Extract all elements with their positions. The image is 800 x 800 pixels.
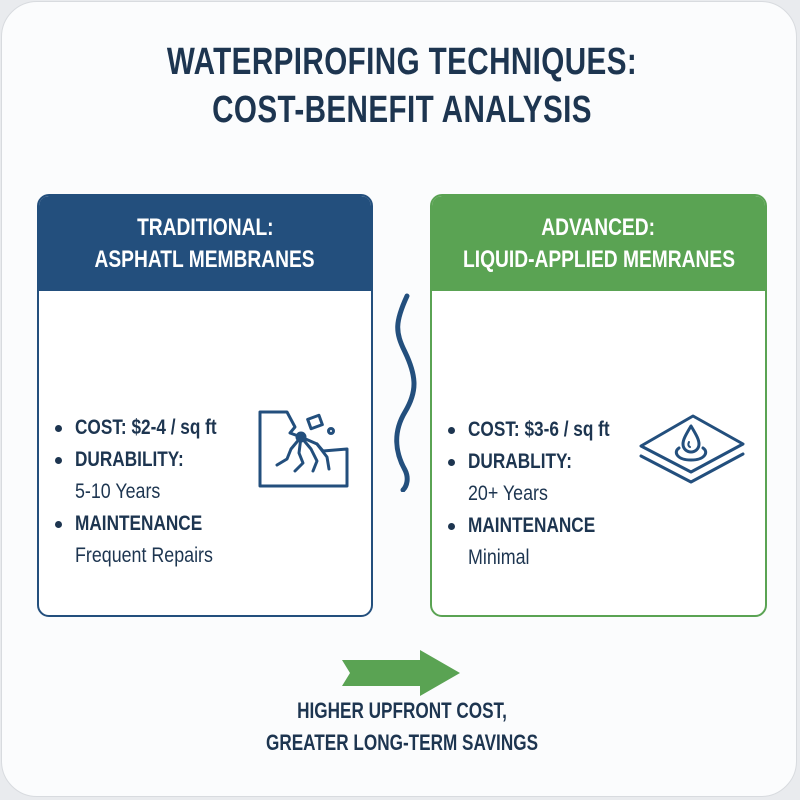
durability-value: 5-10 Years xyxy=(75,480,161,503)
list-item: MAINTENANCE Frequent Repairs xyxy=(53,508,248,572)
maintenance-label: MAINTENANCE xyxy=(75,512,203,535)
bullet-icon xyxy=(448,459,455,466)
durability-value: 20+ Years xyxy=(468,482,548,505)
bullet-icon xyxy=(55,425,62,432)
bullet-icon xyxy=(448,523,455,530)
footer-line-2: GREATER LONG-TERM SAVINGS xyxy=(265,730,539,755)
title-line-2: COST-BENEFIT ANALYSIS xyxy=(212,89,592,131)
advanced-header-line-1: ADVANCED: xyxy=(541,213,656,241)
advanced-header-line-2: LIQUID-APPLIED MEMRANES xyxy=(462,245,735,273)
list-item: DURABILITY: 5-10 Years xyxy=(53,444,248,508)
bullet-icon xyxy=(448,427,455,434)
traditional-card: TRADITIONAL: ASPHATL MEMBRANES COST: $2-… xyxy=(37,194,373,617)
cracked-wall-icon xyxy=(257,409,349,494)
advanced-attribute-list: COST: $3-6 / sq ft DURABLITY: 20+ Years … xyxy=(446,414,641,574)
list-item: COST: $2-4 / sq ft xyxy=(53,412,248,444)
list-item: DURABLITY: 20+ Years xyxy=(446,446,641,510)
title-line-1: WATERPIROFING TECHNIQUES: xyxy=(166,41,638,83)
right-arrow-icon xyxy=(342,650,462,696)
footer-conclusion: HIGHER UPFRONT COST, GREATER LONG-TERM S… xyxy=(2,695,800,759)
durability-label: DURABLITY: xyxy=(468,450,572,473)
traditional-card-header: TRADITIONAL: ASPHATL MEMBRANES xyxy=(39,196,371,291)
traditional-header-line-2: ASPHATL MEMBRANES xyxy=(94,245,316,273)
maintenance-label: MAINTENANCE xyxy=(468,514,596,537)
bullet-icon xyxy=(55,457,62,464)
advanced-card: ADVANCED: LIQUID-APPLIED MEMRANES COST: … xyxy=(430,194,767,617)
bullet-icon xyxy=(55,521,62,528)
list-item: COST: $3-6 / sq ft xyxy=(446,414,641,446)
water-drop-layers-icon xyxy=(637,412,747,489)
advanced-card-header: ADVANCED: LIQUID-APPLIED MEMRANES xyxy=(432,196,765,291)
footer-line-1: HIGHER UPFRONT COST, xyxy=(297,698,507,723)
traditional-attribute-list: COST: $2-4 / sq ft DURABILITY: 5-10 Year… xyxy=(53,412,248,572)
maintenance-value: Frequent Repairs xyxy=(75,544,213,567)
maintenance-value: Minimal xyxy=(468,546,530,569)
cost-label: COST: $3-6 / sq ft xyxy=(468,418,610,441)
cost-label: COST: $2-4 / sq ft xyxy=(75,416,217,439)
page-title: WATERPIROFING TECHNIQUES: COST-BENEFIT A… xyxy=(90,38,714,134)
wavy-line-icon xyxy=(387,292,427,493)
traditional-header-line-1: TRADITIONAL: xyxy=(136,213,274,241)
list-item: MAINTENANCE Minimal xyxy=(446,510,641,574)
durability-label: DURABILITY: xyxy=(75,448,184,471)
